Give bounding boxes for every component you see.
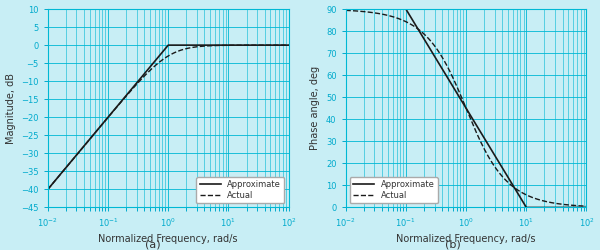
Approximate: [532, 206, 539, 209]
Approximate: [285, 44, 292, 47]
Actual: [44, 188, 52, 191]
Approximate: [459, 101, 466, 104]
Legend: Approximate, Actual: Approximate, Actual: [196, 177, 284, 203]
Approximate: [583, 206, 590, 209]
Approximate: [453, 91, 460, 94]
Y-axis label: Magnitude, dB: Magnitude, dB: [5, 73, 16, 144]
Approximate: [278, 44, 286, 47]
Line: Actual: Actual: [48, 45, 289, 190]
Text: (b): (b): [445, 240, 461, 250]
Approximate: [234, 44, 241, 47]
Approximate: [278, 44, 285, 47]
Actual: [278, 44, 285, 47]
Approximate: [44, 188, 52, 191]
Actual: [459, 99, 466, 102]
Approximate: [155, 55, 162, 58]
Approximate: [576, 206, 583, 209]
Actual: [342, 9, 349, 12]
Actual: [234, 44, 241, 47]
Y-axis label: Phase angle, deg: Phase angle, deg: [310, 66, 320, 150]
Approximate: [576, 206, 583, 209]
Actual: [155, 61, 162, 64]
Actual: [576, 204, 583, 207]
Actual: [532, 197, 539, 200]
Approximate: [355, 8, 362, 10]
X-axis label: Normalized Frequency, rad/s: Normalized Frequency, rad/s: [98, 234, 238, 244]
Approximate: [523, 206, 530, 209]
Actual: [285, 44, 292, 47]
Approximate: [164, 44, 172, 47]
Actual: [161, 56, 169, 59]
Approximate: [56, 173, 64, 176]
Actual: [583, 205, 590, 208]
Actual: [576, 204, 583, 207]
Line: Actual: Actual: [346, 10, 586, 206]
Approximate: [342, 8, 349, 10]
X-axis label: Normalized Frequency, rad/s: Normalized Frequency, rad/s: [397, 234, 536, 244]
Text: (a): (a): [145, 240, 161, 250]
Legend: Approximate, Actual: Approximate, Actual: [350, 177, 438, 203]
Line: Approximate: Approximate: [346, 9, 586, 207]
Actual: [453, 84, 460, 87]
Approximate: [161, 48, 169, 50]
Actual: [355, 10, 362, 12]
Actual: [56, 173, 64, 176]
Actual: [278, 44, 285, 47]
Line: Approximate: Approximate: [48, 45, 289, 190]
